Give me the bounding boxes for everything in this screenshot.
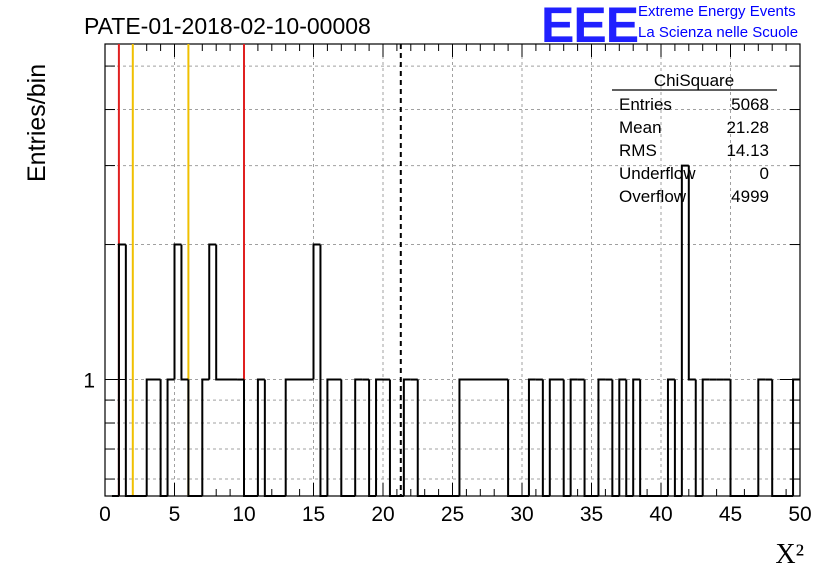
histogram-bin-5 (166, 378, 175, 496)
histogram-bin-49 (673, 379, 682, 497)
histogram-bin-60 (771, 379, 794, 497)
x-tick-label-8: 40 (649, 503, 672, 526)
histogram-bin-6 (173, 243, 182, 380)
x-tick-label-0: 0 (99, 503, 111, 526)
histogram-steps (111, 164, 800, 497)
histogram-bin-53 (701, 378, 710, 496)
histogram-bin-38 (569, 378, 578, 496)
stats-label-mean: Mean (619, 118, 662, 137)
histogram-bin-33 (527, 378, 536, 496)
histogram-bin-45 (625, 379, 634, 497)
histogram-bin-11 (215, 244, 238, 381)
stats-value-underflow: 0 (760, 164, 769, 183)
stats-label-rms: RMS (619, 141, 657, 160)
histogram-bin-9 (201, 378, 210, 496)
histogram-bin-61 (792, 378, 800, 496)
histogram-bin-14 (256, 378, 265, 496)
stats-value-overflow: 4999 (731, 187, 769, 206)
histogram-bin-1 (117, 243, 126, 496)
x-tick-label-3: 15 (302, 503, 325, 526)
x-tick-label-5: 25 (441, 503, 464, 526)
histogram-bin-17 (312, 243, 321, 380)
stats-box: ChiSquare Entries 5068 Mean 21.28 RMS 14… (612, 71, 777, 206)
histogram-bin-48 (666, 378, 675, 496)
x-tick-label-9: 45 (719, 503, 742, 526)
histogram-bin-58 (757, 378, 766, 496)
histogram-bin-10 (208, 243, 217, 380)
stats-label-overflow: Overflow (619, 187, 687, 206)
histogram-bin-23 (368, 379, 377, 497)
histogram-bin-36 (548, 378, 564, 496)
histogram-bin-57 (729, 379, 759, 497)
y-tick-label-0: 1 (83, 370, 95, 393)
histogram-bin-16 (284, 378, 314, 496)
histogram-bin-24 (375, 378, 383, 496)
histogram-bin-15 (263, 379, 286, 497)
histogram-bin-2 (124, 244, 147, 497)
x-tick-labels: 0 5 10 15 20 25 30 35 40 45 50 (99, 503, 812, 526)
histogram-bin-4 (159, 379, 168, 497)
histogram-bin-41 (597, 378, 606, 496)
x-tick-label-6: 30 (510, 503, 533, 526)
histogram-bin-20 (340, 379, 356, 497)
histogram-bin-43 (611, 379, 620, 497)
histogram-bin-40 (583, 379, 599, 497)
stats-value-entries: 5068 (731, 95, 769, 114)
stats-value-mean: 21.28 (726, 118, 769, 137)
histogram-bin-21 (354, 378, 363, 496)
histogram-bin-32 (507, 379, 529, 497)
histogram-bin-13 (243, 379, 258, 497)
x-tick-label-2: 10 (232, 503, 255, 526)
histogram-bin-47 (639, 379, 668, 497)
eee-logo-line1: Extreme Energy Events (638, 3, 796, 20)
histogram-bin-35 (541, 379, 550, 497)
x-axis-label: X² (775, 539, 804, 570)
histogram-bin-52 (694, 379, 703, 497)
stats-value-rms: 14.13 (726, 141, 769, 160)
histogram-bin-26 (388, 379, 397, 497)
histogram-bin-44 (618, 378, 627, 496)
histogram-bin-3 (145, 378, 161, 496)
histogram-bin-30 (416, 379, 460, 497)
eee-logo-mark: EEE (541, 0, 639, 53)
x-tick-label-7: 35 (580, 503, 603, 526)
histogram-bin-51 (687, 165, 696, 381)
histogram-bin-31 (458, 378, 509, 496)
chart-title: PATE-01-2018-02-10-00008 (84, 13, 371, 39)
stats-label-entries: Entries (619, 95, 672, 114)
histogram-bin-37 (562, 379, 571, 497)
y-tick-labels: 1 (83, 370, 95, 393)
histogram-bin-7 (180, 244, 189, 381)
eee-logo-line2: La Scienza nelle Scuole (638, 24, 799, 41)
stats-box-title: ChiSquare (654, 71, 734, 90)
histogram-bin-19 (326, 378, 342, 496)
x-tick-label-1: 5 (169, 503, 181, 526)
y-axis-label: Entries/bin (23, 64, 51, 182)
histogram-bin-28 (402, 378, 411, 496)
histogram-bin-18 (319, 244, 328, 497)
histogram-bin-50 (680, 164, 689, 496)
x-tick-label-10: 50 (788, 503, 811, 526)
histogram-bin-8 (187, 379, 203, 497)
histogram-bin-46 (632, 378, 641, 496)
stats-label-underflow: Underflow (619, 164, 696, 183)
x-tick-label-4: 20 (371, 503, 394, 526)
